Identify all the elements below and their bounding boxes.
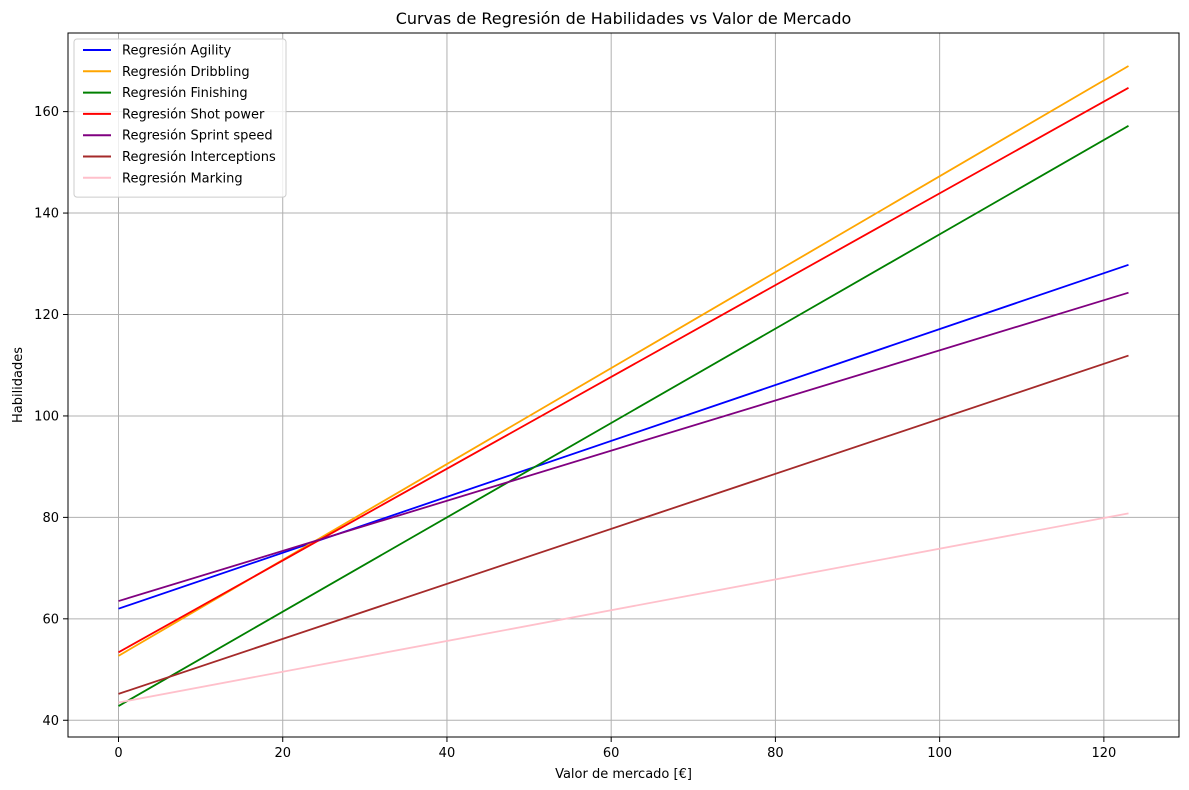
axis-ticks: 0 20 40 60 80 100 120 40 60 80 100 120 140 160 — [34, 105, 1116, 761]
series-line-4 — [118, 291, 1129, 602]
series-line-6 — [118, 512, 1129, 704]
series-line-3 — [118, 86, 1129, 654]
x-axis-title: Valor de mercado [€] — [555, 767, 692, 782]
y-tick-label: 120 — [34, 308, 59, 323]
legend-label-6: Regresión Marking — [122, 171, 243, 186]
x-tick-label: 0 — [114, 746, 122, 761]
series-line-0 — [118, 263, 1129, 610]
legend-label-4: Regresión Sprint speed — [122, 129, 273, 144]
series-line-2 — [118, 125, 1129, 707]
chart-title: Curvas de Regresión de Habilidades vs Va… — [396, 9, 852, 28]
y-axis-title: Habilidades — [11, 347, 26, 423]
legend-label-1: Regresión Dribbling — [122, 65, 250, 80]
x-tick-label: 20 — [274, 746, 291, 761]
plot-frame — [67, 32, 1180, 738]
y-tick-label: 60 — [42, 612, 59, 627]
legend-label-5: Regresión Interceptions — [122, 150, 276, 165]
x-tick-label: 80 — [767, 746, 784, 761]
y-tick-label: 40 — [42, 714, 59, 729]
legend-box — [73, 38, 287, 198]
series-lines — [118, 65, 1129, 707]
legend-label-3: Regresión Shot power — [122, 107, 265, 122]
y-tick-label: 140 — [34, 207, 59, 222]
legend-label-0: Regresión Agility — [122, 44, 232, 59]
y-tick-label: 80 — [42, 511, 59, 526]
y-tick-label: 100 — [34, 409, 59, 424]
series-line-5 — [118, 354, 1129, 695]
legend-label-2: Regresión Finishing — [122, 86, 248, 101]
x-tick-label: 120 — [1091, 746, 1116, 761]
legend-items: Regresión Agility Regresión Dribbling Regr… — [83, 44, 276, 186]
x-tick-label: 60 — [603, 746, 620, 761]
x-tick-label: 100 — [927, 746, 952, 761]
y-tick-label: 160 — [34, 105, 59, 120]
x-tick-label: 40 — [439, 746, 456, 761]
legend: Regresión Agility Regresión Dribbling Regr… — [73, 38, 287, 198]
